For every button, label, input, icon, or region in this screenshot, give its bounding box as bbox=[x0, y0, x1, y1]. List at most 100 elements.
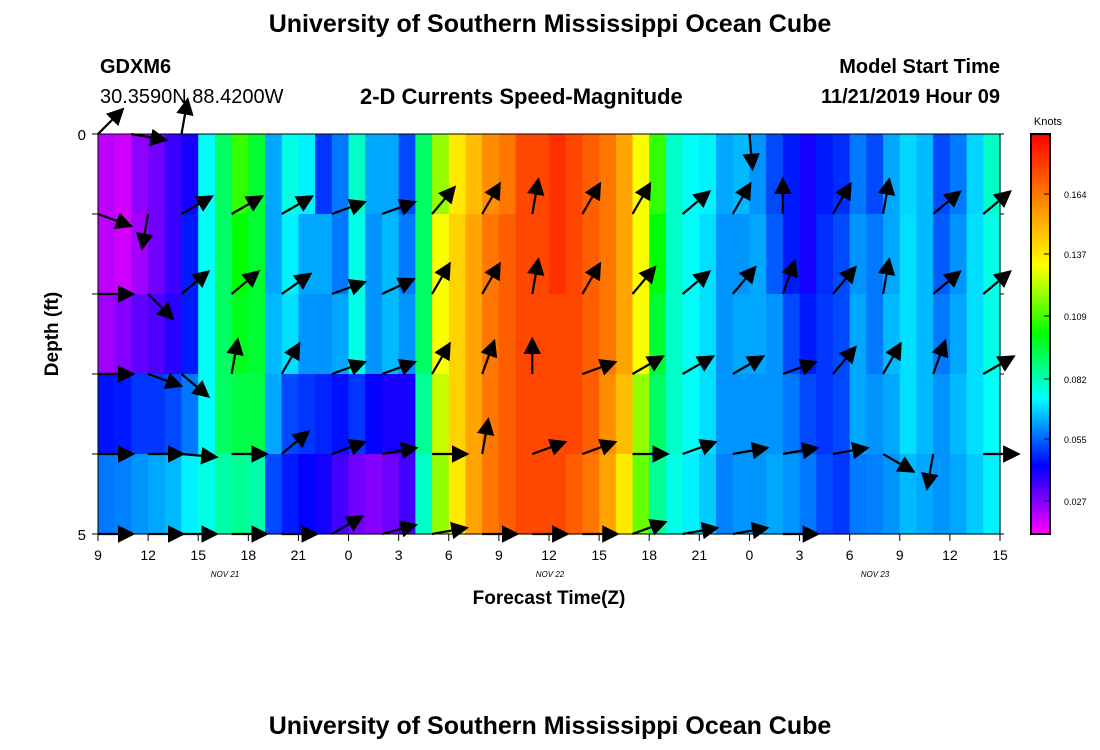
heat-cell bbox=[883, 374, 901, 455]
current-arrow bbox=[682, 355, 716, 375]
colorbar-tick-label: 0.082 bbox=[1064, 375, 1087, 385]
heat-cell bbox=[799, 134, 817, 215]
current-arrow bbox=[681, 269, 712, 295]
current-arrow bbox=[732, 355, 766, 375]
heat-cell bbox=[983, 294, 1001, 375]
footer-title: University of Southern Mississippi Ocean… bbox=[268, 712, 832, 740]
current-arrow bbox=[381, 441, 419, 460]
heat-cell bbox=[432, 374, 450, 455]
heat-cell bbox=[164, 134, 183, 215]
current-arrow bbox=[832, 345, 858, 375]
current-arrow bbox=[331, 278, 367, 296]
heat-cell bbox=[916, 134, 934, 215]
heat-cell bbox=[98, 214, 116, 295]
current-arrow bbox=[682, 521, 720, 540]
heat-cell bbox=[732, 454, 751, 535]
heat-cell bbox=[615, 294, 634, 375]
x-tick-label: 3 bbox=[796, 547, 804, 563]
x-axis-label: Forecast Time(Z) bbox=[473, 588, 626, 609]
heat-cell bbox=[181, 134, 199, 215]
x-tick-label: 15 bbox=[190, 547, 206, 563]
heat-cell bbox=[832, 134, 851, 215]
heat-cell bbox=[916, 374, 934, 455]
heat-cell bbox=[381, 374, 400, 455]
heat-cell bbox=[98, 454, 116, 535]
current-arrow bbox=[631, 355, 665, 375]
date-label: NOV 23 bbox=[861, 570, 890, 579]
current-arrow bbox=[921, 453, 939, 491]
heat-cell bbox=[966, 374, 984, 455]
y-tick-label: 5 bbox=[78, 527, 86, 544]
colorbar-tick-label: 0.055 bbox=[1064, 435, 1087, 445]
heat-cell bbox=[448, 214, 467, 295]
heat-cell bbox=[331, 134, 350, 215]
heat-cell bbox=[682, 294, 700, 375]
heat-cell bbox=[949, 294, 968, 375]
x-tick-label: 18 bbox=[241, 547, 257, 563]
date-label: NOV 21 bbox=[211, 570, 239, 579]
heat-cell bbox=[649, 374, 667, 455]
x-tick-label: 6 bbox=[445, 547, 453, 563]
heat-cell bbox=[265, 294, 283, 375]
heat-cell bbox=[599, 294, 617, 375]
colorbar-tick-label: 0.109 bbox=[1064, 312, 1087, 322]
heat-cell bbox=[732, 294, 751, 375]
heat-cell bbox=[549, 294, 567, 375]
heat-cell bbox=[498, 134, 517, 215]
current-arrow bbox=[631, 181, 652, 215]
heat-cell bbox=[766, 294, 784, 375]
heat-cell bbox=[782, 454, 801, 535]
heat-cell bbox=[582, 214, 600, 295]
current-arrow bbox=[181, 446, 219, 465]
heat-cell bbox=[214, 134, 233, 215]
heat-cell bbox=[949, 214, 968, 295]
heat-cell bbox=[582, 294, 600, 375]
heat-cell bbox=[448, 134, 467, 215]
heat-cell bbox=[665, 454, 684, 535]
current-arrow bbox=[281, 272, 313, 295]
heat-cell bbox=[966, 134, 984, 215]
heat-cell bbox=[565, 294, 584, 375]
heat-cell bbox=[198, 134, 216, 215]
heat-cell bbox=[849, 294, 867, 375]
heat-cell bbox=[365, 454, 383, 535]
heat-cell bbox=[799, 214, 817, 295]
heat-cell bbox=[214, 454, 233, 535]
heat-cell bbox=[532, 454, 550, 535]
heat-cell bbox=[899, 214, 918, 295]
heat-cell bbox=[515, 134, 533, 215]
heat-cell bbox=[866, 134, 884, 215]
heat-cell bbox=[682, 374, 700, 455]
current-arrow bbox=[782, 358, 818, 376]
heat-cell bbox=[816, 454, 834, 535]
heat-cell bbox=[749, 374, 767, 455]
heat-cell bbox=[782, 374, 801, 455]
heat-cell bbox=[114, 374, 133, 455]
heat-cell bbox=[632, 134, 650, 215]
current-arrow bbox=[882, 453, 916, 473]
model-start-label: Model Start Time bbox=[839, 56, 1000, 78]
x-tick-label: 15 bbox=[992, 547, 1008, 563]
heat-cell bbox=[933, 294, 951, 375]
heat-cell bbox=[899, 454, 918, 535]
heat-cell bbox=[732, 374, 751, 455]
heat-cell bbox=[716, 374, 734, 455]
current-arrow bbox=[681, 189, 712, 215]
chart-subtitle: 2-D Currents Speed-Magnitude bbox=[360, 84, 683, 109]
heat-cell bbox=[198, 374, 216, 455]
heat-cell bbox=[432, 294, 450, 375]
current-arrow bbox=[982, 269, 1012, 295]
heat-cell bbox=[98, 374, 116, 455]
heat-cell bbox=[799, 294, 817, 375]
current-arrow bbox=[731, 265, 757, 295]
current-arrow bbox=[131, 128, 169, 147]
heat-cell bbox=[732, 134, 751, 215]
heat-cell bbox=[482, 294, 500, 375]
heat-cell bbox=[699, 374, 717, 455]
x-tick-label: 12 bbox=[942, 547, 958, 563]
x-tick-label: 6 bbox=[846, 547, 854, 563]
heat-cell bbox=[482, 134, 500, 215]
heat-cell bbox=[498, 294, 517, 375]
current-arrow bbox=[180, 269, 211, 295]
heat-cell bbox=[749, 454, 767, 535]
